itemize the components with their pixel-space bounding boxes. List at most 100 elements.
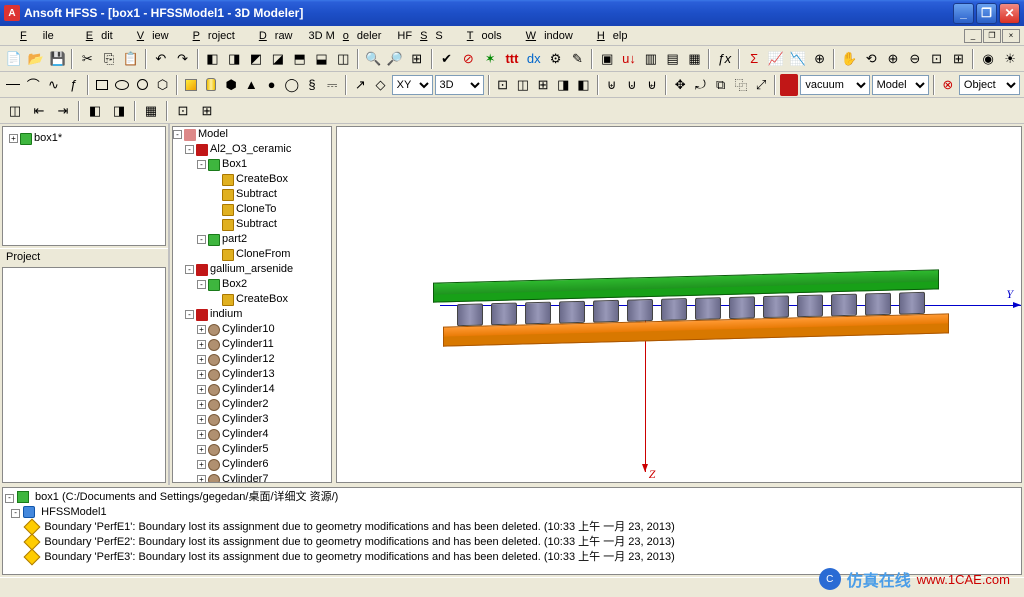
viewport-3d[interactable]: Y Z [336, 126, 1022, 483]
draw-cone-button[interactable]: ▲ [242, 74, 260, 96]
paste-button[interactable]: 📋 [121, 48, 141, 70]
draw-box-button[interactable] [182, 74, 200, 96]
tree-command[interactable]: CreateBox [173, 292, 331, 307]
expand-icon[interactable]: + [197, 460, 206, 469]
ed7-button[interactable]: ⊞ [196, 100, 218, 122]
tree-object[interactable]: +Cylinder7 [173, 472, 331, 483]
snap2-button[interactable]: ◫ [514, 74, 532, 96]
sweep-button[interactable]: ↗ [351, 74, 369, 96]
ed4-button[interactable]: ◧ [84, 100, 106, 122]
tree-root[interactable]: -Model [173, 127, 331, 142]
tree-object[interactable]: -part2 [173, 232, 331, 247]
design7-button[interactable]: ◫ [333, 48, 353, 70]
draw-circle-button[interactable] [133, 74, 151, 96]
msg-warning[interactable]: Boundary 'PerfE3': Boundary lost its ass… [5, 550, 1019, 565]
expand-icon[interactable]: + [197, 475, 206, 483]
tree-object[interactable]: +Cylinder3 [173, 412, 331, 427]
tree-object[interactable]: +Cylinder2 [173, 397, 331, 412]
solver3-button[interactable]: ttt [502, 48, 522, 70]
mdi-minimize[interactable]: _ [964, 29, 982, 43]
tree-object[interactable]: -Box2 [173, 277, 331, 292]
expand-icon[interactable]: + [197, 430, 206, 439]
scale-button[interactable]: ⤢ [752, 74, 770, 96]
tree-object[interactable]: +Cylinder12 [173, 352, 331, 367]
expand-icon[interactable]: - [197, 160, 206, 169]
tree-object[interactable]: +Cylinder5 [173, 442, 331, 457]
minimize-button[interactable]: _ [953, 3, 974, 24]
snap1-button[interactable]: ⊡ [494, 74, 512, 96]
tree-object[interactable]: +Cylinder14 [173, 382, 331, 397]
expand-icon[interactable]: - [173, 130, 182, 139]
fit-button[interactable]: ⊡ [927, 48, 947, 70]
project-tab[interactable]: Project [0, 248, 168, 265]
ed6-button[interactable]: ⊡ [172, 100, 194, 122]
mirror-button[interactable]: ⧉ [712, 74, 730, 96]
history-tree[interactable]: -Model-Al2_O3_ceramic-Box1CreateBoxSubtr… [172, 126, 332, 483]
bc4-button[interactable]: ▤ [663, 48, 683, 70]
tree-command[interactable]: CreateBox [173, 172, 331, 187]
material-combo[interactable]: vacuum [800, 75, 869, 95]
grid-button[interactable]: ▦ [140, 100, 162, 122]
tree-command[interactable]: CloneTo [173, 202, 331, 217]
plot2-button[interactable]: 📉 [788, 48, 808, 70]
tree-material[interactable]: -indium [173, 307, 331, 322]
tree-object[interactable]: +Cylinder4 [173, 427, 331, 442]
expand-icon[interactable]: + [197, 325, 206, 334]
ed2-button[interactable]: ⇤ [28, 100, 50, 122]
draw-sphere-button[interactable]: ● [262, 74, 280, 96]
message-panel[interactable]: - box1 (C:/Documents and Settings/gegeda… [2, 487, 1022, 575]
cut-button[interactable]: ✂ [77, 48, 97, 70]
model-combo[interactable]: Model [872, 75, 929, 95]
project-manager[interactable]: + box1* [2, 126, 166, 246]
ed5-button[interactable]: ◨ [108, 100, 130, 122]
ed1-button[interactable]: ◫ [4, 100, 26, 122]
menu-tools[interactable]: Tools [451, 28, 510, 44]
solver2-button[interactable]: ✶ [480, 48, 500, 70]
menu-draw[interactable]: Draw [243, 28, 301, 44]
zoom2-button[interactable]: 🔎 [385, 48, 405, 70]
draw-ellipse-button[interactable] [113, 74, 131, 96]
tree-object[interactable]: +Cylinder13 [173, 367, 331, 382]
tree-command[interactable]: Subtract [173, 187, 331, 202]
draw-helix-button[interactable]: § [303, 74, 321, 96]
snap4-button[interactable]: ◨ [554, 74, 572, 96]
draw-arc-button[interactable]: ⌒ [24, 74, 42, 96]
draw-line-button[interactable] [4, 74, 22, 96]
draw-bond-button[interactable]: ⎓ [323, 74, 341, 96]
menu-help[interactable]: Help [581, 28, 636, 44]
redo-button[interactable]: ↷ [173, 48, 193, 70]
expand-icon[interactable]: - [185, 145, 194, 154]
solver4-button[interactable]: dx [524, 48, 544, 70]
bc5-button[interactable]: ▦ [685, 48, 705, 70]
tree-object[interactable]: +Cylinder11 [173, 337, 331, 352]
menu-3d-modeler[interactable]: 3D Modeler [301, 28, 390, 44]
sum-button[interactable]: Σ [744, 48, 764, 70]
bc2-button[interactable]: u↓ [619, 48, 639, 70]
rot-button[interactable]: ⤾ [691, 74, 709, 96]
undo-button[interactable]: ↶ [151, 48, 171, 70]
ed3-button[interactable]: ⇥ [52, 100, 74, 122]
design3-button[interactable]: ◩ [246, 48, 266, 70]
menu-view[interactable]: View [121, 28, 177, 44]
draw-eq-button[interactable]: ƒ [65, 74, 83, 96]
expand-icon[interactable]: - [185, 265, 194, 274]
expand-icon[interactable]: - [197, 235, 206, 244]
check-button[interactable]: ✔ [437, 48, 457, 70]
design5-button[interactable]: ⬒ [290, 48, 310, 70]
msg-design[interactable]: - HFSSModel1 [5, 505, 1019, 520]
expand-icon[interactable]: + [197, 415, 206, 424]
plot3-button[interactable]: ⊕ [810, 48, 830, 70]
expand-icon[interactable]: - [197, 280, 206, 289]
tree-object[interactable]: +Cylinder6 [173, 457, 331, 472]
zoomin-button[interactable]: ⊕ [883, 48, 903, 70]
menu-window[interactable]: Window [510, 28, 581, 44]
save-button[interactable]: 💾 [48, 48, 68, 70]
filter-combo[interactable]: Object [959, 75, 1020, 95]
design1-button[interactable]: ◧ [203, 48, 223, 70]
tree-object[interactable]: -Box1 [173, 157, 331, 172]
tree-command[interactable]: Subtract [173, 217, 331, 232]
expand-icon[interactable]: + [197, 340, 206, 349]
open-button[interactable]: 📂 [26, 48, 46, 70]
fx-button[interactable]: ƒx [714, 48, 734, 70]
menu-hfss[interactable]: HFSS [389, 28, 450, 44]
